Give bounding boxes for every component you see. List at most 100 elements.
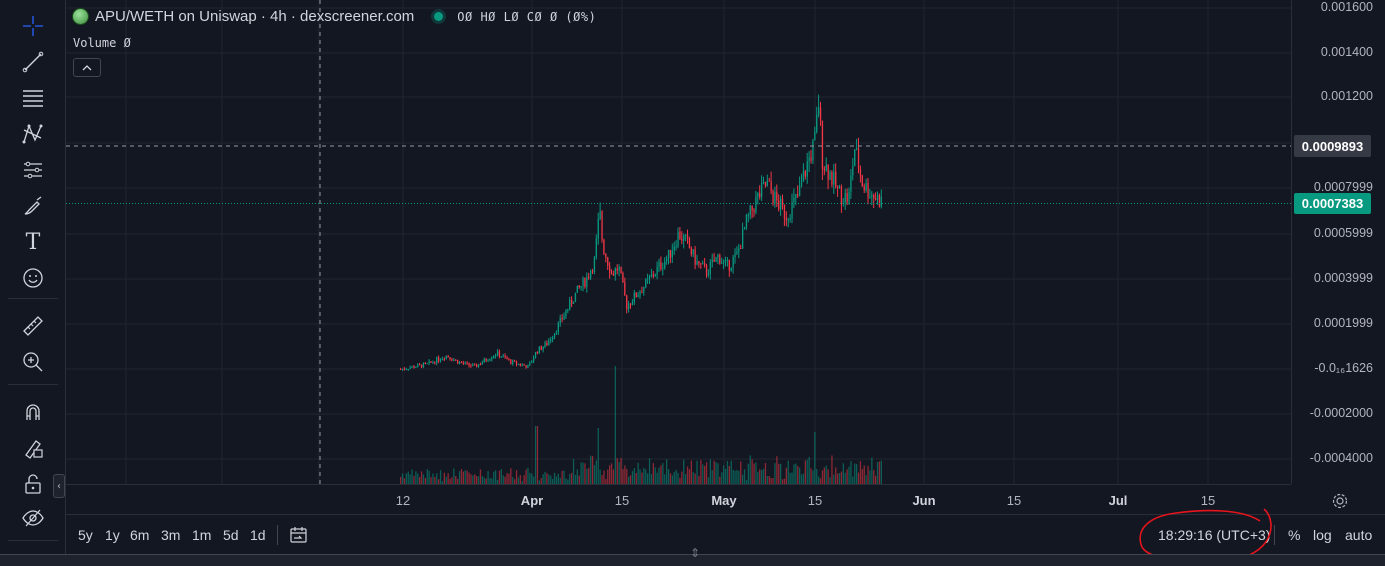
price-scale[interactable]: 0.001600 0.001400 0.001200 0.0007999 0.00059…	[1291, 0, 1385, 484]
log-toggle[interactable]: log	[1313, 527, 1332, 543]
candle-body	[552, 337, 554, 340]
candle-body	[614, 268, 616, 276]
volume-bar	[709, 459, 711, 484]
brush-icon[interactable]	[19, 192, 47, 220]
volume-bar	[679, 477, 681, 484]
volume-bar	[829, 477, 831, 484]
volume-bar	[648, 458, 651, 484]
zoom-in-icon[interactable]	[19, 348, 47, 376]
candle-body	[745, 215, 748, 228]
volume-bar	[656, 472, 658, 484]
candle-body	[434, 362, 436, 364]
candle-body	[610, 273, 613, 275]
horizontal-lines-icon[interactable]	[19, 84, 47, 112]
candle-body	[424, 363, 426, 365]
volume-bar	[534, 426, 537, 484]
candle-body	[595, 238, 597, 258]
candle-body	[502, 355, 504, 357]
candle-body	[411, 366, 413, 368]
volume-bar	[550, 475, 552, 484]
candle-body	[605, 253, 607, 258]
candle-body	[831, 172, 833, 185]
volume-bar	[827, 469, 829, 484]
candle-body	[527, 364, 529, 368]
volume-bar	[806, 459, 808, 484]
candle-body	[751, 205, 753, 211]
range-3m-button[interactable]: 3m	[161, 527, 181, 543]
range-1y-button[interactable]: 1y	[105, 527, 120, 543]
calendar-icon[interactable]	[287, 524, 311, 546]
settings-icon[interactable]	[1330, 491, 1350, 511]
volume-bar	[593, 464, 596, 484]
panel-footer	[0, 554, 1385, 566]
toolbar-divider	[8, 540, 58, 541]
time-tick-label: Jun	[912, 493, 936, 508]
text-icon[interactable]: T	[25, 229, 41, 255]
volume-bar	[572, 458, 575, 484]
pattern-icon[interactable]	[19, 120, 47, 148]
candle-body	[561, 317, 563, 320]
volume-bar	[857, 472, 860, 484]
range-6m-button[interactable]: 6m	[130, 527, 150, 543]
clock-timezone[interactable]: 18:29:16 (UTC+3)	[1158, 527, 1271, 543]
magnet-icon[interactable]	[19, 398, 47, 426]
candle-body	[546, 342, 548, 346]
volume-bar	[400, 476, 402, 484]
volume-bar	[477, 476, 480, 484]
volume-bar	[447, 473, 449, 484]
candle-body	[430, 361, 432, 363]
candle-body	[635, 292, 637, 298]
symbol-title[interactable]: APU/WETH on Uniswap · 4h · dexscreener.c…	[95, 8, 415, 25]
candle-body	[447, 355, 449, 358]
volume-bar	[800, 474, 803, 484]
candle-body	[420, 364, 423, 368]
range-1d-button[interactable]: 1d	[250, 527, 266, 543]
candle-body	[449, 357, 451, 360]
chart-pane[interactable]	[66, 0, 1291, 484]
volume-bar	[787, 460, 789, 484]
candle-body	[774, 191, 776, 203]
volume-bar	[780, 463, 782, 484]
candle-body	[462, 362, 464, 364]
candle-body	[525, 365, 527, 368]
prediction-icon[interactable]	[19, 156, 47, 184]
range-1m-button[interactable]: 1m	[192, 527, 212, 543]
candle-body	[496, 351, 499, 356]
auto-toggle[interactable]: auto	[1345, 527, 1373, 543]
candle-body	[869, 197, 871, 199]
candle-body	[671, 250, 673, 258]
volume-bar	[686, 466, 689, 484]
eye-icon[interactable]	[19, 504, 47, 532]
candle-body	[787, 219, 789, 221]
volume-bar	[443, 472, 445, 484]
toolbar-collapse-button[interactable]: ‹	[53, 474, 65, 498]
volume-bar	[557, 473, 559, 484]
candle-body	[850, 175, 852, 192]
candle-body	[542, 347, 544, 350]
volume-bar	[770, 478, 772, 484]
lock-drawing-icon[interactable]	[19, 434, 47, 462]
time-scale[interactable]: 12 Apr 15 May 15 Jun 15 Jul 15	[66, 484, 1291, 514]
legend-collapse-button[interactable]	[73, 58, 101, 77]
candle-body	[700, 263, 702, 265]
volume-bar	[529, 472, 531, 484]
range-5d-button[interactable]: 5d	[223, 527, 239, 543]
volume-bar	[561, 470, 563, 484]
range-5y-button[interactable]: 5y	[78, 527, 93, 543]
volume-bar	[495, 470, 497, 484]
ruler-icon[interactable]	[19, 312, 47, 340]
candle-body	[723, 260, 725, 263]
candle-body	[852, 165, 854, 176]
percent-toggle[interactable]: %	[1288, 527, 1301, 543]
volume-bar	[544, 471, 546, 484]
candle-body	[690, 247, 692, 255]
candle-body	[770, 181, 772, 192]
crosshair-icon[interactable]	[19, 12, 47, 40]
candle-body	[540, 346, 542, 350]
trend-line-icon[interactable]	[19, 48, 47, 76]
resize-handle-icon[interactable]: ⇕	[689, 546, 701, 560]
emoji-icon[interactable]	[19, 264, 47, 292]
unlock-icon[interactable]	[19, 470, 47, 498]
volume-bar	[814, 432, 816, 484]
candle-body	[591, 271, 594, 273]
